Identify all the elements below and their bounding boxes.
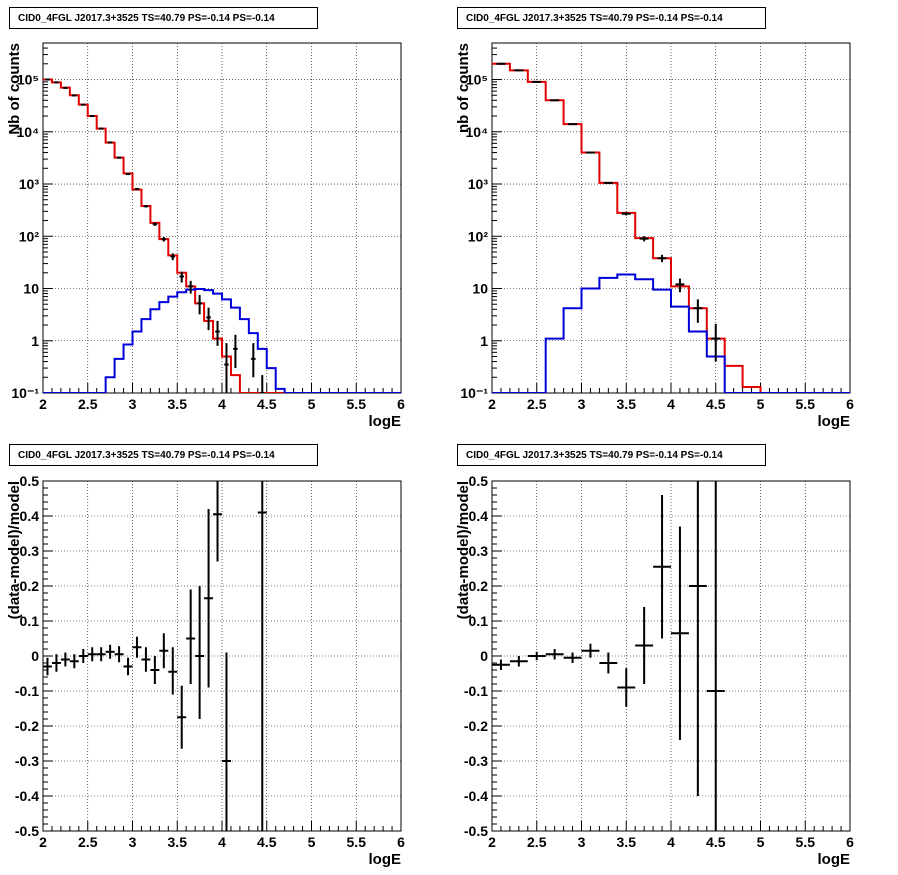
model-total-step (492, 62, 850, 393)
y-tick-label: -0.4 (15, 788, 39, 804)
chart-panel-0: 2 2.5 3 3.5 4 4.5 5 5.5 6 10⁻¹ 1 10 10² 10³ 10⁴ 10⁵ logE… (6, 42, 405, 430)
y-tick-label: 1 (31, 333, 39, 349)
x-axis-label: logE (369, 851, 402, 868)
y-tick-label: 0.2 (469, 578, 489, 594)
x-tick-label: 5 (308, 834, 316, 850)
y-tick-label: 10⁴ (466, 124, 489, 140)
x-tick-label: 5 (757, 396, 765, 412)
x-tick-label: 2.5 (527, 834, 547, 850)
x-tick-label: 4 (667, 834, 675, 850)
x-tick-label: 5.5 (796, 834, 816, 850)
chart-panel-2: 2 2.5 3 3.5 4 4.5 5 5.5 6 -0.5 -0.4 -0.3 -0.2 -0.1 0 0.… (6, 473, 405, 868)
x-tick-label: 6 (397, 834, 405, 850)
x-tick-label: 4 (218, 834, 226, 850)
x-tick-label: 2 (488, 396, 496, 412)
y-axis-label: nb of counts (455, 43, 472, 133)
x-tick-label: 3 (129, 396, 137, 412)
y-tick-label: -0.1 (464, 683, 488, 699)
y-tick-label: 0.3 (469, 543, 489, 559)
model-source-step (43, 287, 401, 393)
plot-area (492, 62, 850, 393)
x-tick-label: 3 (578, 396, 586, 412)
y-tick-label: -0.4 (464, 788, 488, 804)
y-tick-label: 10 (472, 281, 488, 297)
y-tick-label: -0.5 (15, 823, 39, 839)
y-tick-label: 0.3 (20, 543, 40, 559)
y-axis-label: Nb of counts (6, 43, 23, 135)
y-tick-label: 10 (23, 281, 39, 297)
panel-title-top-left: CID0_4FGL J2017.3+3525 TS=40.79 PS=-0.14… (9, 7, 318, 29)
x-tick-label: 2 (39, 396, 47, 412)
panel-title-bottom-left: CID0_4FGL J2017.3+3525 TS=40.79 PS=-0.14… (9, 444, 318, 466)
x-tick-label: 4 (667, 396, 675, 412)
panel-title-bottom-right: CID0_4FGL J2017.3+3525 TS=40.79 PS=-0.14… (457, 444, 766, 466)
x-tick-label: 4.5 (706, 834, 726, 850)
y-tick-label: 0.5 (20, 473, 40, 489)
y-tick-label: -0.5 (464, 823, 488, 839)
x-tick-label: 3.5 (168, 834, 188, 850)
x-tick-label: 3.5 (617, 834, 637, 850)
y-axis-label: (data-model)/model (6, 481, 23, 619)
x-tick-label: 4.5 (257, 396, 277, 412)
chart-panel-3: 2 2.5 3 3.5 4 4.5 5 5.5 6 -0.5 -0.4 -0.3 -0.2 -0.1 0 0.… (455, 473, 854, 868)
x-axis-label: logE (818, 413, 851, 430)
y-tick-label: -0.3 (15, 753, 39, 769)
x-axis-label: logE (818, 851, 851, 868)
y-tick-label: -0.3 (464, 753, 488, 769)
y-tick-label: 10⁴ (17, 124, 40, 140)
y-tick-label: 0.4 (469, 508, 489, 524)
plot-area (492, 481, 725, 831)
x-tick-label: 5.5 (796, 396, 816, 412)
x-tick-label: 5 (757, 834, 765, 850)
plot-area (43, 481, 267, 831)
y-tick-label: 0.1 (469, 613, 489, 629)
y-tick-label: 0 (480, 648, 488, 664)
plot-area (43, 78, 401, 393)
model-total-step (43, 78, 401, 393)
x-tick-label: 5.5 (347, 834, 367, 850)
y-tick-label: 10⁵ (466, 72, 488, 88)
x-tick-label: 5 (308, 396, 316, 412)
chart-panel-1: 2 2.5 3 3.5 4 4.5 5 5.5 6 10⁻¹ 1 10 10² 10³ 10⁴ 10⁵ logE… (455, 42, 854, 430)
x-tick-label: 2 (488, 834, 496, 850)
x-tick-label: 2.5 (78, 834, 98, 850)
y-tick-label: 0.2 (20, 578, 40, 594)
x-tick-label: 2 (39, 834, 47, 850)
x-tick-label: 4.5 (706, 396, 726, 412)
y-tick-label: 0 (31, 648, 39, 664)
y-tick-label: 0.5 (469, 473, 489, 489)
x-tick-label: 4 (218, 396, 226, 412)
x-tick-label: 6 (846, 834, 854, 850)
y-tick-label: 0.1 (20, 613, 40, 629)
x-tick-label: 2.5 (527, 396, 547, 412)
y-tick-label: 10² (468, 228, 489, 244)
y-tick-label: -0.2 (464, 718, 488, 734)
x-tick-label: 6 (397, 396, 405, 412)
x-tick-label: 5.5 (347, 396, 367, 412)
y-axis-label: (data-model)/model (455, 481, 472, 619)
y-tick-label: 0.4 (20, 508, 40, 524)
y-tick-label: 10³ (19, 176, 40, 192)
y-tick-label: -0.2 (15, 718, 39, 734)
model-source-step (492, 273, 850, 393)
x-axis-label: logE (369, 413, 402, 430)
x-tick-label: 4.5 (257, 834, 277, 850)
x-tick-label: 3 (129, 834, 137, 850)
x-tick-label: 6 (846, 396, 854, 412)
x-tick-label: 3.5 (617, 396, 637, 412)
y-tick-label: -0.1 (15, 683, 39, 699)
y-tick-label: 1 (480, 333, 488, 349)
y-tick-label: 10⁻¹ (11, 385, 39, 401)
x-tick-label: 2.5 (78, 396, 98, 412)
y-tick-label: 10² (19, 228, 40, 244)
y-tick-label: 10⁵ (17, 72, 39, 88)
y-tick-label: 10³ (468, 176, 489, 192)
y-tick-label: 10⁻¹ (460, 385, 488, 401)
panel-title-top-right: CID0_4FGL J2017.3+3525 TS=40.79 PS=-0.14… (457, 7, 766, 29)
x-tick-label: 3.5 (168, 396, 188, 412)
x-tick-label: 3 (578, 834, 586, 850)
